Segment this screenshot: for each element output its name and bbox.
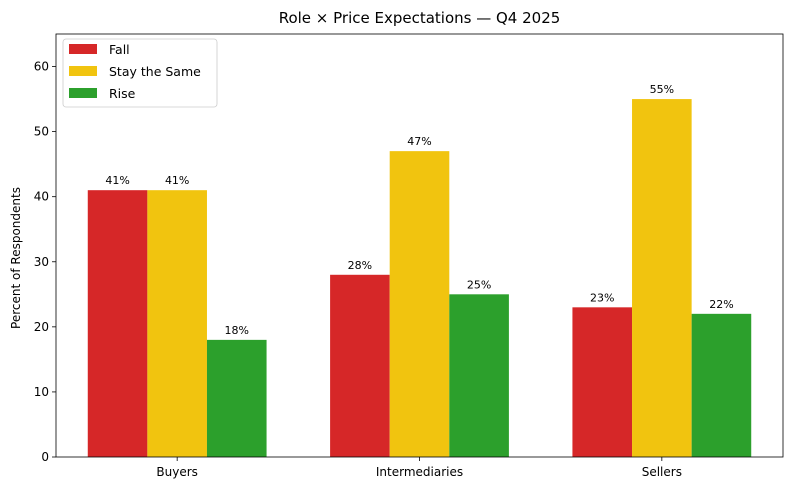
data-label: 41% [105,174,129,187]
data-label: 28% [348,259,372,272]
bar-fall-sellers [572,307,633,457]
data-label: 55% [650,83,674,96]
legend-swatch-fall [69,44,97,54]
bar-rise-buyers [206,339,267,457]
data-label: 47% [407,135,431,148]
plot-area: 0 10 20 30 40 50 60 41% 41% 18% Buyers 28% 47% 25% Int… [34,33,784,479]
y-tick-label: 20 [34,320,49,334]
legend: Fall Stay the Same Rise [62,38,218,108]
data-label: 23% [590,291,614,304]
bar-rise-intermediaries [449,294,509,457]
legend-swatch-stay-the-same [69,66,97,76]
y-tick-label: 40 [34,190,49,204]
data-label: 18% [225,324,249,337]
bar-fall-intermediaries [330,274,390,457]
data-label: 25% [467,278,491,291]
bar-stay-the-same-sellers [632,99,692,458]
chart-title: Role × Price Expectations — Q4 2025 [279,9,561,27]
data-label: 22% [709,298,733,311]
legend-swatch-rise [69,88,97,98]
bar-rise-sellers [691,313,752,457]
bar-fall-buyers [87,190,148,457]
y-tick-label: 10 [34,385,49,399]
legend-label: Rise [109,86,136,101]
x-tick-label: Sellers [642,465,682,479]
legend-box [62,38,218,108]
y-axis-label: Percent of Respondents [9,187,23,329]
legend-label: Fall [109,42,130,57]
y-tick-label: 50 [34,125,49,139]
data-label: 41% [165,174,189,187]
x-tick-label: Intermediaries [376,465,463,479]
y-tick-label: 0 [41,450,49,464]
y-tick-label: 30 [34,255,49,269]
legend-label: Stay the Same [109,64,201,79]
plot-frame [55,33,784,458]
bar-stay-the-same-buyers [147,190,207,457]
y-tick-label: 60 [34,60,49,74]
x-tick-label: Buyers [156,465,198,479]
bar-stay-the-same-intermediaries [389,151,450,457]
